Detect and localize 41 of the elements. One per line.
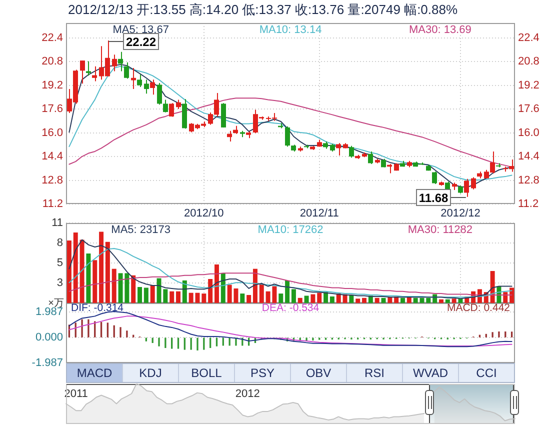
y2-tick-label: 19.2: [518, 79, 540, 92]
text: MA30: 11282: [408, 224, 472, 236]
x-tick-label: 2012/12: [440, 208, 480, 220]
chart-title: 2012/12/13 开:13.55 高:14.20 低:13.37 收:13.76 量:20749 幅:0.88%: [68, 2, 458, 18]
series-label: MACD: 0.442: [446, 302, 510, 314]
x-tick-label: 2012/10: [184, 208, 224, 220]
y2-tick-label: 16.0: [518, 126, 540, 139]
y2-tick-label: 17.6: [518, 103, 540, 116]
y-tick-label: 11.2: [42, 198, 63, 210]
y2-tick-label: 14.4: [518, 150, 540, 163]
y2-tick-label: 22.4: [518, 32, 540, 44]
y-axis-title: ×万: [48, 298, 64, 309]
x-tick-label: 2012/11: [300, 208, 339, 220]
y-tick-label: 8: [56, 237, 63, 250]
tab: MACD: [67, 364, 122, 382]
y2-tick-label: 12.8: [518, 174, 540, 186]
y-tick-label: 22.4: [42, 32, 63, 44]
y-tick-label: 14.4: [42, 150, 63, 163]
text: MA10: 17262: [258, 224, 324, 236]
y-tick-label: -1.987: [32, 357, 63, 370]
y-tick-label: 17.6: [42, 103, 63, 116]
y2-tick-label: 11.2: [518, 198, 539, 210]
annotation: 22.22: [126, 34, 156, 49]
series-label: MA5: 23173: [111, 224, 170, 236]
x-tick-label: 2012: [235, 388, 260, 400]
series-label: DIF: -0.314: [71, 302, 124, 314]
text: MA30: 13.69: [408, 24, 472, 36]
y-tick-label: 11: [52, 217, 63, 230]
y-tick-label: 16.0: [42, 126, 63, 139]
text: MA5: 13.67: [112, 24, 169, 36]
annotation: 11.68: [418, 190, 449, 205]
y-tick-label: 19.2: [42, 79, 63, 92]
y2-tick-label: 20.8: [518, 56, 540, 68]
y-tick-label: 12.8: [42, 174, 63, 186]
text: MA10: 13.14: [259, 24, 322, 36]
y-tick-label: 3: [56, 277, 63, 290]
text: DEA: -0.534: [262, 302, 320, 314]
y-tick-label: 5: [56, 257, 63, 270]
y-tick-label: 1.987: [35, 306, 63, 318]
y-tick-label: 0.000: [35, 332, 63, 344]
y-tick-label: 20.8: [42, 56, 63, 68]
